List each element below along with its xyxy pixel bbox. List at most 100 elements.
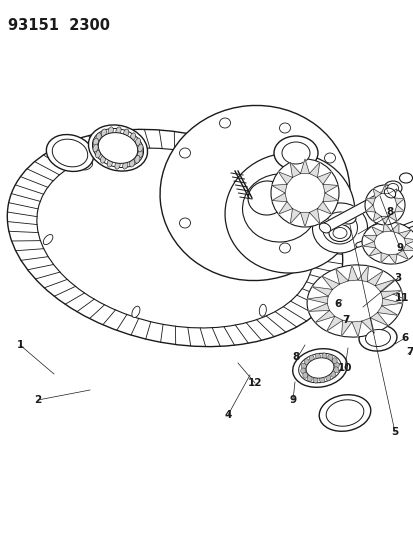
Polygon shape (396, 250, 408, 260)
Ellipse shape (93, 144, 98, 152)
Ellipse shape (259, 304, 266, 316)
Polygon shape (357, 266, 368, 281)
Ellipse shape (135, 138, 140, 146)
Polygon shape (388, 212, 396, 221)
Ellipse shape (312, 377, 317, 383)
Text: 8: 8 (385, 207, 393, 217)
Ellipse shape (219, 118, 230, 128)
Ellipse shape (179, 148, 190, 158)
Polygon shape (300, 213, 309, 227)
Ellipse shape (279, 243, 290, 253)
Ellipse shape (387, 183, 398, 192)
Ellipse shape (208, 160, 219, 168)
Ellipse shape (321, 353, 326, 359)
Polygon shape (380, 216, 388, 225)
Ellipse shape (315, 353, 320, 359)
Ellipse shape (399, 173, 411, 183)
Ellipse shape (319, 218, 330, 228)
Polygon shape (314, 310, 334, 322)
Polygon shape (402, 245, 413, 251)
Text: 3: 3 (394, 273, 401, 283)
Polygon shape (368, 248, 380, 256)
Polygon shape (363, 235, 376, 241)
Ellipse shape (160, 106, 349, 280)
Ellipse shape (134, 155, 140, 163)
Text: 1: 1 (17, 340, 24, 350)
Text: 10: 10 (337, 363, 351, 373)
Ellipse shape (52, 139, 88, 167)
Ellipse shape (325, 375, 330, 381)
Ellipse shape (326, 280, 382, 322)
Polygon shape (317, 201, 331, 214)
Polygon shape (347, 265, 357, 281)
Ellipse shape (298, 353, 340, 383)
Ellipse shape (361, 222, 413, 264)
Ellipse shape (132, 306, 140, 318)
Text: 4: 4 (224, 410, 231, 420)
Ellipse shape (179, 218, 190, 228)
Ellipse shape (333, 367, 338, 373)
Ellipse shape (295, 233, 307, 240)
Ellipse shape (284, 173, 324, 213)
Ellipse shape (279, 123, 290, 133)
Polygon shape (394, 205, 403, 212)
Ellipse shape (281, 142, 309, 164)
Polygon shape (341, 320, 351, 336)
Polygon shape (335, 269, 347, 284)
Ellipse shape (332, 228, 346, 238)
Polygon shape (398, 230, 410, 238)
Polygon shape (388, 189, 396, 198)
Ellipse shape (333, 362, 338, 368)
Ellipse shape (95, 150, 100, 158)
Polygon shape (373, 212, 380, 221)
Polygon shape (326, 316, 342, 331)
Ellipse shape (138, 144, 142, 152)
Ellipse shape (324, 153, 335, 163)
Ellipse shape (302, 372, 307, 378)
Ellipse shape (330, 372, 335, 377)
Ellipse shape (325, 400, 363, 426)
Ellipse shape (242, 174, 317, 242)
Ellipse shape (306, 375, 311, 382)
Ellipse shape (88, 125, 147, 171)
Text: 2: 2 (34, 395, 42, 405)
Polygon shape (365, 205, 375, 212)
Ellipse shape (318, 395, 370, 431)
Ellipse shape (115, 161, 120, 169)
Ellipse shape (300, 368, 305, 374)
Ellipse shape (319, 377, 324, 383)
Ellipse shape (292, 349, 347, 387)
Ellipse shape (364, 185, 404, 225)
Ellipse shape (43, 235, 53, 245)
Ellipse shape (305, 358, 333, 378)
Polygon shape (362, 241, 375, 248)
Polygon shape (371, 227, 382, 236)
Ellipse shape (81, 161, 93, 170)
Ellipse shape (108, 127, 113, 135)
Ellipse shape (116, 127, 121, 135)
Ellipse shape (331, 358, 336, 364)
Text: 9: 9 (396, 243, 403, 253)
Ellipse shape (137, 150, 142, 158)
Ellipse shape (46, 134, 93, 172)
Ellipse shape (328, 224, 350, 241)
Ellipse shape (37, 148, 312, 328)
Text: 9: 9 (289, 395, 296, 405)
Polygon shape (271, 193, 286, 201)
Ellipse shape (129, 159, 135, 167)
Text: 12: 12 (247, 378, 261, 388)
Ellipse shape (101, 129, 106, 137)
Polygon shape (322, 184, 337, 193)
Ellipse shape (123, 129, 128, 137)
Ellipse shape (312, 203, 367, 253)
Text: 7: 7 (405, 347, 413, 357)
Polygon shape (404, 238, 413, 245)
Polygon shape (380, 185, 388, 193)
Ellipse shape (273, 136, 317, 170)
Ellipse shape (122, 161, 128, 169)
Ellipse shape (372, 193, 396, 217)
Ellipse shape (318, 223, 330, 233)
Ellipse shape (304, 359, 309, 365)
Ellipse shape (322, 212, 357, 244)
Ellipse shape (92, 128, 143, 167)
